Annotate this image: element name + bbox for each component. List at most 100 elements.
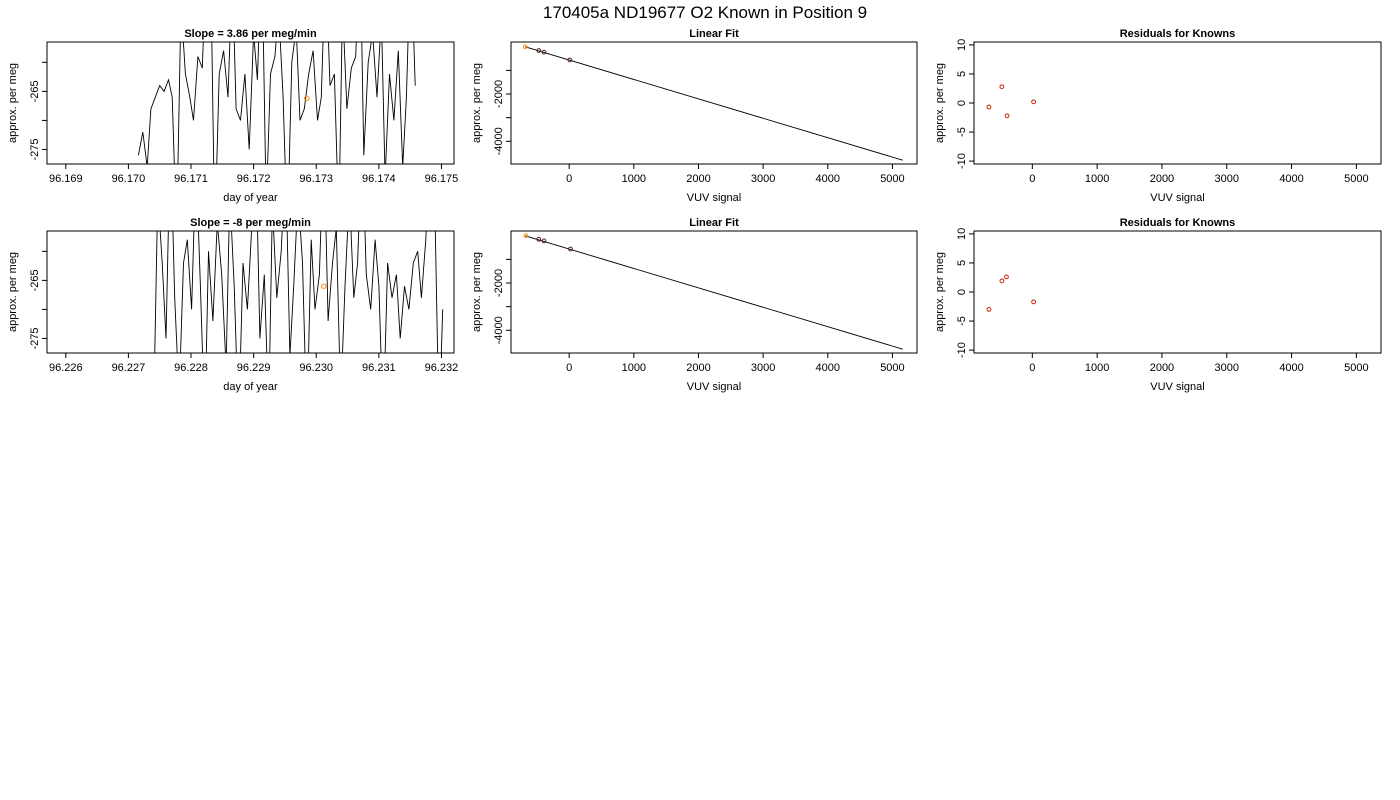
x-tick-label: 96.169 (49, 173, 83, 185)
fit-line (525, 235, 903, 350)
x-tick-label: 96.174 (362, 173, 396, 185)
data-point (1004, 113, 1010, 119)
x-tick-label: 2000 (1150, 173, 1174, 185)
x-tick-label: 5000 (1344, 173, 1368, 185)
x-tick-label: 5000 (880, 173, 904, 185)
y-tick-label: -10 (956, 153, 968, 169)
plot-area (522, 44, 903, 161)
plot-frame (973, 230, 1382, 354)
plot-area (154, 231, 444, 353)
y-tick-label: 5 (956, 71, 968, 77)
y-axis-label: approx. per meg (934, 252, 946, 332)
panel-title: Linear Fit (689, 28, 739, 40)
x-tick-label: 96.171 (174, 173, 208, 185)
x-axis-label: VUV signal (1150, 192, 1204, 204)
panel-title: Slope = -8 per meg/min (190, 217, 311, 229)
data-point (567, 57, 573, 63)
known-point (523, 233, 529, 239)
x-tick-label: 96.173 (299, 173, 333, 185)
panel-p22: Linear Fit VUV signal approx. per meg 0 1000… (471, 217, 918, 393)
y-tick-label: -2000 (493, 269, 505, 297)
x-tick-label: 5000 (880, 362, 904, 374)
y-axis-label: approx. per meg (471, 252, 483, 332)
data-point (536, 236, 542, 242)
y-tick-label: -4000 (493, 127, 505, 155)
x-tick-label: 0 (1029, 173, 1035, 185)
data-point (541, 238, 547, 244)
y-axis-label: approx. per meg (471, 63, 483, 143)
plot-frame (973, 41, 1382, 165)
x-tick-label: 1000 (1085, 173, 1109, 185)
known-point (304, 95, 310, 102)
figure-title: 170405a ND19677 O2 Known in Position 9 (543, 3, 867, 22)
x-tick-label: 96.231 (362, 362, 396, 374)
panel-title: Residuals for Knowns (1120, 28, 1236, 40)
data-point (541, 49, 547, 55)
x-tick-label: 0 (566, 362, 572, 374)
y-tick-label: -265 (29, 269, 41, 291)
x-tick-label: 4000 (1279, 362, 1303, 374)
x-tick-label: 96.232 (425, 362, 459, 374)
y-tick-label: -275 (29, 138, 41, 160)
x-tick-label: 3000 (1215, 173, 1239, 185)
x-tick-label: 1000 (622, 173, 646, 185)
x-tick-label: 96.172 (237, 173, 271, 185)
y-tick-label: 0 (956, 100, 968, 106)
x-tick-label: 96.226 (49, 362, 83, 374)
x-tick-label: 5000 (1344, 362, 1368, 374)
x-tick-label: 96.170 (112, 173, 146, 185)
y-axis-label: approx. per meg (7, 252, 19, 332)
x-tick-label: 0 (1029, 362, 1035, 374)
panel-title: Slope = 3.86 per meg/min (184, 28, 317, 40)
x-tick-label: 1000 (622, 362, 646, 374)
panel-p11: Slope = 3.86 per meg/min day of year appro… (7, 28, 458, 204)
plot-area (986, 274, 1037, 312)
y-axis-label: approx. per meg (7, 63, 19, 143)
x-axis-label: VUV signal (687, 192, 741, 204)
data-point (986, 307, 992, 312)
x-tick-label: 96.229 (237, 362, 271, 374)
y-tick-label: -10 (956, 342, 968, 358)
data-point (999, 84, 1005, 90)
x-axis-label: day of year (223, 192, 278, 204)
x-tick-label: 0 (566, 173, 572, 185)
x-tick-label: 2000 (686, 173, 710, 185)
series-line (137, 42, 416, 164)
data-point (1031, 99, 1037, 105)
plot-area (523, 233, 903, 350)
y-tick-label: -5 (956, 127, 968, 137)
y-tick-label: -4000 (493, 316, 505, 344)
x-tick-label: 96.230 (299, 362, 333, 374)
panel-p21: Slope = -8 per meg/min day of year approx.… (7, 217, 459, 393)
x-tick-label: 3000 (751, 173, 775, 185)
y-axis-label: approx. per meg (934, 63, 946, 143)
plot-area (137, 42, 416, 164)
known-point (321, 283, 327, 289)
data-point (999, 278, 1005, 284)
y-tick-label: -275 (29, 327, 41, 349)
x-tick-label: 3000 (1215, 362, 1239, 374)
panel-title: Linear Fit (689, 217, 739, 229)
x-tick-label: 1000 (1085, 362, 1109, 374)
x-axis-label: VUV signal (1150, 381, 1204, 393)
x-tick-label: 4000 (816, 173, 840, 185)
panel-p12: Linear Fit VUV signal approx. per meg 0 1000… (471, 28, 918, 204)
y-tick-label: 10 (956, 39, 968, 51)
data-point (536, 48, 542, 53)
plot-frame (510, 230, 918, 354)
x-axis-label: VUV signal (687, 381, 741, 393)
known-point (522, 44, 528, 50)
plot-frame (46, 230, 455, 354)
data-point (568, 246, 573, 252)
fit-line (525, 46, 903, 161)
x-tick-label: 96.227 (112, 362, 146, 374)
x-tick-label: 96.228 (174, 362, 208, 374)
plot-frame (46, 41, 455, 165)
plot-area (986, 84, 1037, 119)
panel-p23: Residuals for Knowns VUV signal approx. pe… (934, 217, 1382, 393)
series-line (154, 231, 444, 353)
x-tick-label: 2000 (1150, 362, 1174, 374)
panel-p13: Residuals for Knowns VUV signal approx. pe… (934, 28, 1382, 204)
